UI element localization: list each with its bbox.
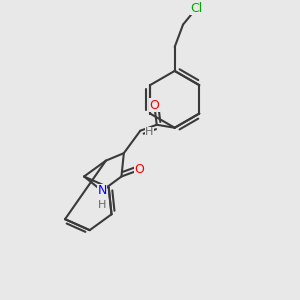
Text: H: H: [98, 200, 106, 210]
Text: H: H: [145, 127, 153, 137]
Text: O: O: [149, 99, 159, 112]
Text: N: N: [97, 184, 107, 197]
Text: Cl: Cl: [190, 2, 202, 15]
Text: O: O: [134, 164, 144, 176]
